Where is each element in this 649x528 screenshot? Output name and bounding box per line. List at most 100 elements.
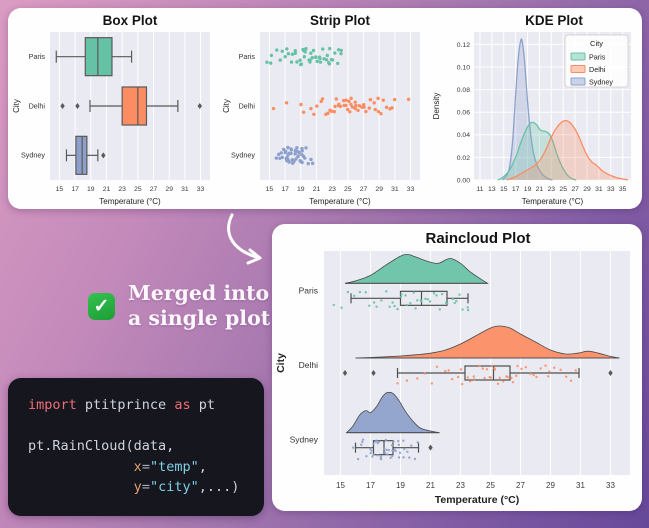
svg-text:29: 29 (375, 186, 383, 193)
svg-text:21: 21 (536, 186, 544, 193)
svg-text:17: 17 (512, 186, 520, 193)
panel-kde-plot: KDE Plot 11 13 15 17 19 21 23 25 27 29 31 33 35 0.00 0… (430, 8, 640, 209)
svg-text:Delhi: Delhi (239, 101, 256, 110)
svg-text:21: 21 (313, 186, 321, 193)
svg-text:Sydney: Sydney (231, 151, 255, 160)
svg-text:Temperature (°C): Temperature (°C) (99, 197, 161, 206)
strip-row-paris (265, 46, 344, 67)
svg-text:17: 17 (71, 186, 79, 193)
svg-text:25: 25 (559, 186, 567, 193)
kde-curve-sydney (502, 38, 553, 181)
curved-arrow-icon (219, 211, 273, 269)
svg-text:29: 29 (165, 186, 173, 193)
svg-text:0.10: 0.10 (457, 64, 470, 71)
svg-text:23: 23 (118, 186, 126, 193)
svg-text:27: 27 (360, 186, 368, 193)
svg-text:31: 31 (576, 481, 585, 490)
svg-text:19: 19 (396, 481, 405, 490)
svg-text:33: 33 (197, 186, 205, 193)
svg-text:City: City (222, 99, 231, 113)
raincloud-card: Raincloud Plot 15 17 19 21 23 25 27 29 31 33 Tempe… (272, 224, 642, 511)
svg-text:25: 25 (344, 186, 352, 193)
svg-text:0.06: 0.06 (457, 110, 470, 117)
code-line-1: import ptitprince as pt (28, 397, 215, 413)
svg-text:City: City (275, 353, 287, 373)
svg-text:Paris: Paris (299, 285, 318, 295)
svg-text:15: 15 (56, 186, 64, 193)
code-line-2 (28, 416, 264, 437)
svg-text:33: 33 (407, 186, 415, 193)
svg-text:Delhi: Delhi (299, 360, 318, 370)
svg-text:35: 35 (619, 186, 627, 193)
svg-text:Temperature (°C): Temperature (°C) (522, 197, 584, 206)
kde-curve-paris (497, 121, 577, 181)
raincloud-row-delhi (342, 325, 620, 386)
svg-text:0.12: 0.12 (457, 42, 470, 49)
svg-text:33: 33 (606, 481, 615, 490)
merged-note-line2: a single plot (128, 306, 271, 330)
panel-box-plot: Box Plot 15 17 19 21 23 25 27 29 31 33 Temperature… (10, 8, 220, 209)
panel-strip-plot: Strip Plot 15 17 19 21 23 25 27 29 31 33 Temperatu… (220, 8, 430, 209)
svg-text:33: 33 (607, 186, 615, 193)
check-icon: ✓ (88, 292, 115, 320)
svg-text:Delhi: Delhi (589, 65, 606, 74)
svg-text:23: 23 (328, 186, 336, 193)
strip-plot-title: Strip Plot (310, 13, 370, 28)
kde-plot-chart: 11 13 15 17 19 21 23 25 27 29 31 33 35 0.00 0.02 0.04 0.… (432, 32, 631, 206)
svg-text:0.04: 0.04 (457, 132, 470, 139)
kde-legend: City Paris Delhi Sydney (564, 34, 629, 88)
raincloud-title: Raincloud Plot (425, 230, 531, 247)
svg-text:13: 13 (488, 186, 496, 193)
svg-text:17: 17 (281, 186, 289, 193)
svg-text:25: 25 (486, 481, 495, 490)
merged-note: ✓ Merged into a single plot (88, 281, 270, 331)
raincloud-row-paris (332, 254, 489, 312)
svg-text:19: 19 (87, 186, 95, 193)
svg-text:Temperature (°C): Temperature (°C) (309, 197, 371, 206)
svg-text:Temperature (°C): Temperature (°C) (435, 494, 520, 506)
box-row-sydney (65, 135, 106, 175)
svg-text:23: 23 (548, 186, 556, 193)
svg-text:Paris: Paris (239, 52, 256, 61)
svg-text:31: 31 (181, 186, 189, 193)
svg-text:City: City (12, 99, 21, 113)
code-line-5: y="city",...) (133, 479, 240, 495)
svg-text:29: 29 (583, 186, 591, 193)
svg-text:Density: Density (432, 93, 441, 120)
svg-text:27: 27 (516, 481, 525, 490)
svg-text:31: 31 (595, 186, 603, 193)
svg-text:0.02: 0.02 (457, 155, 470, 162)
svg-text:15: 15 (266, 186, 274, 193)
svg-text:15: 15 (336, 481, 345, 490)
strip-row-sydney (274, 145, 315, 166)
svg-text:Sydney: Sydney (21, 151, 45, 160)
svg-text:29: 29 (546, 481, 555, 490)
svg-text:21: 21 (103, 186, 111, 193)
box-plot-title: Box Plot (102, 13, 158, 28)
svg-text:City: City (590, 39, 603, 48)
svg-text:17: 17 (366, 481, 375, 490)
svg-text:19: 19 (524, 186, 532, 193)
strip-plot-chart: 15 17 19 21 23 25 27 29 31 33 Temperature (°C) City… (222, 32, 420, 206)
code-line-3: pt.RainCloud(data, (28, 438, 175, 454)
box-row-paris (55, 37, 133, 77)
code-snippet-card: import ptitprince as pt pt.RainCloud(data… (8, 378, 264, 516)
merged-note-text: Merged into a single plot (128, 281, 270, 331)
svg-text:27: 27 (150, 186, 158, 193)
svg-text:19: 19 (297, 186, 305, 193)
box-row-delhi (60, 86, 203, 126)
raincloud-row-sydney (345, 391, 440, 461)
svg-text:27: 27 (571, 186, 579, 193)
svg-text:21: 21 (426, 481, 435, 490)
strip-row-delhi (271, 96, 411, 117)
svg-text:Paris: Paris (589, 52, 606, 61)
svg-text:15: 15 (500, 186, 508, 193)
svg-text:Paris: Paris (29, 52, 46, 61)
svg-text:0.00: 0.00 (457, 177, 470, 184)
svg-text:Sydney: Sydney (290, 435, 319, 445)
svg-text:31: 31 (391, 186, 399, 193)
svg-text:Delhi: Delhi (29, 101, 46, 110)
kde-curve-delhi (506, 119, 629, 181)
kde-plot-title: KDE Plot (525, 13, 583, 28)
